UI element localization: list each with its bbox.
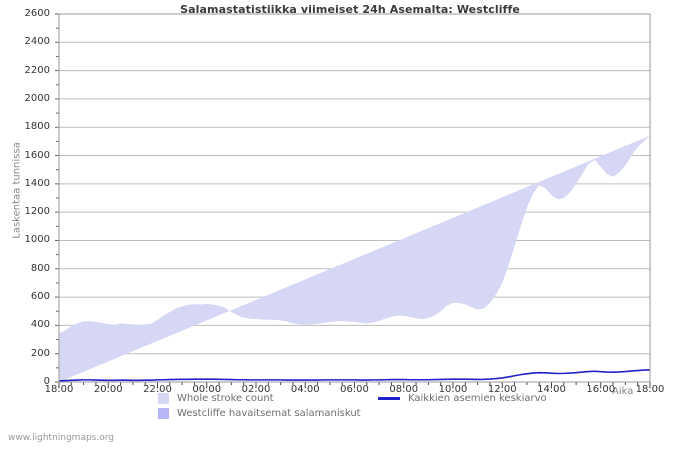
y-axis-tick-label: 1000 <box>24 234 50 246</box>
x-axis-tick-label: 18:00 <box>635 384 665 395</box>
series-area <box>59 135 650 382</box>
plot-border <box>58 13 651 383</box>
x-axis-tick-label: 02:00 <box>241 384 271 395</box>
x-axis-label: Aika <box>612 386 634 397</box>
x-axis-tick-label: 22:00 <box>143 384 172 395</box>
y-axis-tick-label: 600 <box>30 291 50 303</box>
legend-item[interactable]: Westcliffe havaitsemat salamaniskut <box>158 408 361 419</box>
y-axis-tick-label: 200 <box>30 347 50 359</box>
x-axis-tick-label: 20:00 <box>93 384 123 395</box>
legend-swatch-marker <box>158 393 169 404</box>
y-axis-tick-label: 2000 <box>24 92 50 104</box>
y-axis-tick-label: 2600 <box>24 8 50 19</box>
x-axis-tick-label: 10:00 <box>438 384 468 395</box>
y-axis-tick-label: 1800 <box>24 121 50 133</box>
y-axis-tick-label: 400 <box>30 319 50 331</box>
legend-item-label: Westcliffe havaitsemat salamaniskut <box>177 408 361 419</box>
footer-url: www.lightningmaps.org <box>8 433 114 443</box>
legend-item-label: Whole stroke count <box>177 393 274 404</box>
y-axis-tick-label: 1400 <box>24 177 50 189</box>
x-axis-tick-label: 08:00 <box>389 384 419 395</box>
legend-item[interactable]: Kaikkien asemien keskiarvo <box>378 393 547 404</box>
chart-legend: Whole stroke count Westcliffe havaitsemat… <box>0 393 700 427</box>
x-axis-tick-label: 12:00 <box>487 384 517 395</box>
y-axis-tick-label: 2400 <box>24 36 50 48</box>
x-axis-tick-label: 16:00 <box>586 384 616 395</box>
legend-item[interactable]: Whole stroke count <box>158 393 274 404</box>
legend-line-marker <box>378 397 400 400</box>
y-axis-tick-label: 0 <box>43 376 50 387</box>
chart-title: Salamastatistiikka viimeiset 24h Asemalt… <box>180 3 520 16</box>
x-axis-tick-label: 06:00 <box>340 384 369 395</box>
legend-swatch-marker <box>158 408 169 419</box>
x-axis-tick-label: 18:00 <box>44 384 74 395</box>
data-series-group <box>58 135 651 382</box>
series-line <box>58 369 651 382</box>
y-axis-tick-label: 2200 <box>24 64 50 76</box>
y-axis-tick-label: 1600 <box>24 149 50 161</box>
axis-tick-marks <box>55 13 651 387</box>
x-axis-tick-label: 04:00 <box>290 384 320 395</box>
y-axis-ticks: 0 200 400 600 800 1000 1200 1400 1600 1800 2000 220… <box>10 0 50 390</box>
legend-item-label: Kaikkien asemien keskiarvo <box>408 393 547 404</box>
y-axis-tick-label: 1200 <box>24 206 50 218</box>
x-axis-tick-label: 00:00 <box>192 384 222 395</box>
x-axis-tick-label: 14:00 <box>537 384 566 395</box>
y-axis-tick-label: 800 <box>30 262 50 274</box>
